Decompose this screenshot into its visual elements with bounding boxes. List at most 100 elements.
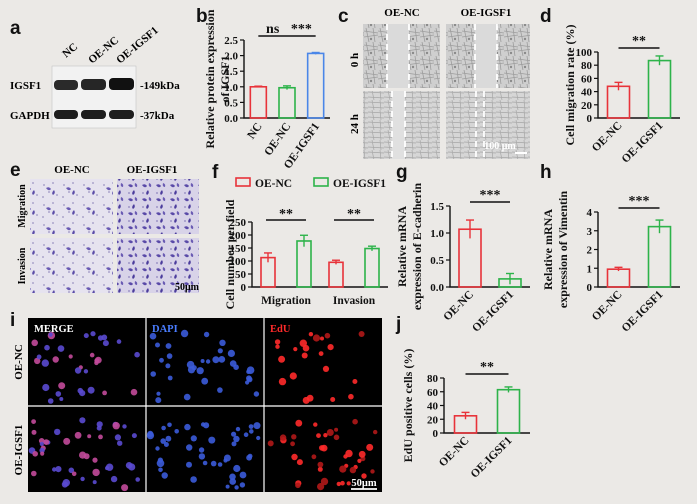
fluorescence-grid: [28, 318, 382, 492]
cell-nucleus: [112, 422, 120, 430]
bar-OE-IGSF1: [496, 388, 521, 434]
cell-nucleus: [165, 363, 171, 369]
cell-nucleus: [39, 447, 45, 454]
cell-nucleus: [198, 447, 205, 453]
cell-nucleus: [68, 467, 75, 474]
cell-nucleus: [229, 473, 236, 481]
y-tick-label: 40: [581, 87, 593, 99]
cell-nucleus: [74, 431, 82, 439]
cell-nucleus: [62, 479, 70, 487]
cell-nucleus: [348, 393, 354, 400]
significance-label: ns: [266, 22, 280, 37]
cell-nucleus: [295, 419, 303, 427]
cell-nucleus: [302, 396, 310, 404]
y-axis-title-line2: of IGSF1: [218, 55, 232, 102]
y-axis-title: Cell number per field: [223, 199, 237, 309]
y-tick-label: 1.5: [224, 66, 238, 78]
bar-OE-IGSF1-Invasion: [364, 247, 380, 288]
col-label-edu: EdU: [270, 324, 291, 335]
size-label-37: -37kDa: [140, 110, 175, 122]
y-axis-title: Relative protein expression: [203, 9, 217, 148]
col-label-merge: MERGE: [34, 324, 74, 335]
cell-nucleus: [200, 359, 205, 363]
y-tick-label: 250: [230, 217, 247, 229]
cell-nucleus: [201, 377, 209, 385]
lane-label-oe-igsf1: OE-IGSF1: [114, 24, 161, 66]
col-label-e-oe-igsf1: OE-IGSF1: [127, 164, 178, 176]
panel-e: e OE-NC OE-IGSF1 Migration Invasion 50μm: [10, 160, 200, 293]
y-axis-title-line2: expression of Vimentin: [556, 191, 570, 308]
panel-letter-c: c: [338, 6, 349, 27]
cell-nucleus: [267, 440, 274, 447]
cell-nucleus: [227, 349, 235, 357]
cell-nucleus: [308, 332, 314, 337]
cell-nucleus: [92, 480, 97, 485]
cell-nucleus: [79, 390, 86, 397]
cell-nucleus: [186, 461, 192, 468]
axis-lines: [243, 40, 330, 119]
y-tick-label: 80: [427, 373, 439, 385]
cell-nucleus: [79, 451, 87, 459]
cell-nucleus: [150, 371, 156, 377]
cell-nucleus: [102, 390, 107, 396]
cell-nucleus: [161, 472, 168, 479]
chart-g: g 0.0 0.5 1.0 1.5 Relative mRNA expression of …: [395, 162, 530, 335]
cell-nucleus: [373, 429, 378, 435]
x-category-label: Invasion: [333, 295, 376, 307]
cell-nucleus: [167, 422, 172, 428]
wound-edge-lines: [386, 24, 498, 159]
row-label-invasion: Invasion: [17, 247, 28, 284]
cell-nucleus: [74, 367, 82, 374]
cell-nucleus: [79, 417, 86, 424]
cell-nucleus: [336, 481, 341, 487]
cell-nucleus: [245, 380, 250, 385]
significance-label: ***: [480, 188, 501, 203]
cell-nucleus: [320, 336, 324, 341]
cell-nucleus: [293, 347, 298, 352]
cell-nucleus: [58, 382, 66, 390]
cell-nucleus: [94, 360, 99, 366]
cell-nucleus: [47, 398, 54, 404]
cell-nucleus: [80, 476, 85, 482]
cell-nucleus: [166, 353, 173, 359]
cell-nucleus: [191, 365, 197, 371]
cell-nucleus: [87, 434, 92, 439]
cell-nucleus: [361, 473, 367, 479]
cell-nucleus: [38, 438, 45, 444]
cell-nucleus: [184, 423, 191, 431]
cell-nucleus: [190, 476, 197, 483]
cell-nucleus: [352, 379, 358, 384]
cell-nucleus: [68, 354, 73, 359]
cell-nucleus: [346, 481, 351, 486]
cell-nucleus: [239, 482, 246, 488]
cell-nucleus: [41, 359, 49, 367]
cell-nucleus: [36, 354, 42, 360]
cell-nucleus: [312, 334, 321, 342]
significance-label: ***: [629, 194, 650, 209]
cell-nucleus: [249, 429, 254, 434]
panel-i: i MERGE DAPI EdU OE-NC OE-IGSF1 50μm: [10, 310, 382, 492]
cell-nucleus: [225, 484, 230, 489]
axis-lines: [597, 52, 680, 119]
cell-nucleus: [163, 442, 169, 447]
cell-nucleus: [316, 433, 321, 438]
y-tick-label: 3: [587, 226, 593, 238]
cell-nucleus: [97, 335, 104, 341]
panel-letter-i: i: [10, 310, 15, 331]
cell-nucleus: [200, 422, 206, 427]
x-category-label: OE-NC: [590, 120, 625, 155]
y-tick-label: 0: [587, 113, 593, 125]
blot-band-gapdh-3: [109, 110, 134, 119]
size-label-149: -149kDa: [140, 80, 180, 92]
cell-nucleus: [366, 443, 374, 451]
cell-nucleus: [253, 422, 261, 430]
cell-nucleus: [110, 475, 118, 483]
y-tick-label: 150: [230, 243, 247, 255]
row-label-i-oe-nc: OE-NC: [13, 344, 25, 380]
y-tick-label: 60: [581, 73, 593, 85]
significance-label: ***: [291, 22, 312, 37]
y-tick-label: 20: [581, 100, 593, 112]
panel-letter-a: a: [10, 18, 21, 39]
cell-nucleus: [57, 345, 65, 352]
cell-nucleus: [190, 435, 197, 442]
